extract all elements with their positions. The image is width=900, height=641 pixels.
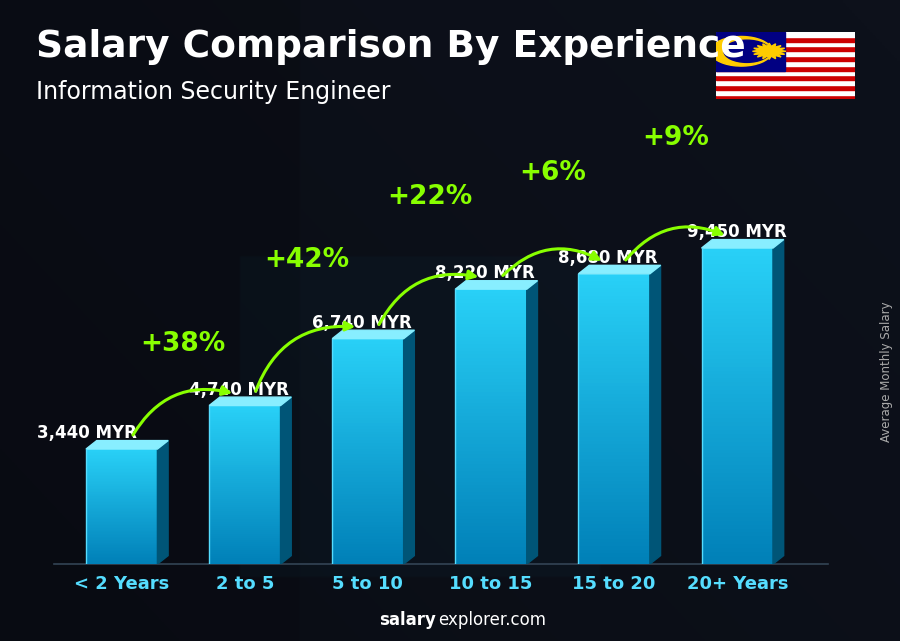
Bar: [716, 80, 855, 85]
Bar: [716, 32, 855, 37]
Bar: [716, 32, 785, 71]
Polygon shape: [770, 44, 776, 51]
Polygon shape: [758, 51, 770, 57]
Bar: [716, 56, 855, 61]
Text: 9,450 MYR: 9,450 MYR: [688, 223, 788, 242]
Polygon shape: [763, 51, 769, 59]
Bar: [716, 85, 855, 90]
Text: 8,680 MYR: 8,680 MYR: [558, 249, 658, 267]
Text: Information Security Engineer: Information Security Engineer: [36, 80, 391, 104]
Polygon shape: [752, 50, 770, 53]
Bar: [716, 42, 855, 47]
Polygon shape: [650, 265, 661, 564]
Text: 3,440 MYR: 3,440 MYR: [37, 424, 137, 442]
Polygon shape: [281, 397, 292, 564]
Bar: [716, 75, 855, 80]
Text: salary: salary: [380, 612, 436, 629]
Bar: [716, 71, 855, 75]
Bar: [716, 90, 855, 94]
Circle shape: [724, 40, 770, 62]
Bar: [716, 47, 855, 51]
Polygon shape: [770, 46, 781, 51]
Text: 4,740 MYR: 4,740 MYR: [189, 381, 289, 399]
Polygon shape: [770, 50, 786, 53]
Polygon shape: [209, 397, 292, 406]
Bar: [716, 51, 855, 56]
Text: +42%: +42%: [264, 247, 349, 273]
Bar: [716, 65, 855, 71]
Polygon shape: [753, 48, 770, 51]
Text: +9%: +9%: [643, 125, 709, 151]
Polygon shape: [455, 281, 537, 289]
Bar: [716, 94, 855, 99]
Text: +38%: +38%: [140, 331, 226, 357]
Wedge shape: [711, 37, 768, 66]
Polygon shape: [753, 51, 770, 54]
Polygon shape: [770, 48, 785, 51]
Text: Salary Comparison By Experience: Salary Comparison By Experience: [36, 29, 746, 65]
Polygon shape: [770, 51, 785, 54]
Polygon shape: [758, 46, 770, 51]
Polygon shape: [158, 440, 168, 564]
Polygon shape: [763, 44, 769, 51]
Polygon shape: [766, 51, 772, 60]
Polygon shape: [579, 265, 661, 274]
Text: 8,220 MYR: 8,220 MYR: [435, 265, 535, 283]
Polygon shape: [526, 281, 537, 564]
Bar: [716, 61, 855, 66]
Text: +22%: +22%: [387, 183, 472, 210]
Polygon shape: [766, 43, 772, 51]
Polygon shape: [770, 51, 781, 57]
Polygon shape: [403, 330, 414, 564]
Polygon shape: [86, 440, 168, 449]
Polygon shape: [332, 330, 414, 338]
Text: 6,740 MYR: 6,740 MYR: [312, 314, 411, 332]
Polygon shape: [773, 240, 784, 564]
Text: +6%: +6%: [519, 160, 586, 187]
Bar: [716, 37, 855, 42]
Text: explorer.com: explorer.com: [438, 612, 546, 629]
Text: Average Monthly Salary: Average Monthly Salary: [880, 301, 893, 442]
Polygon shape: [770, 51, 776, 59]
Polygon shape: [702, 240, 784, 248]
